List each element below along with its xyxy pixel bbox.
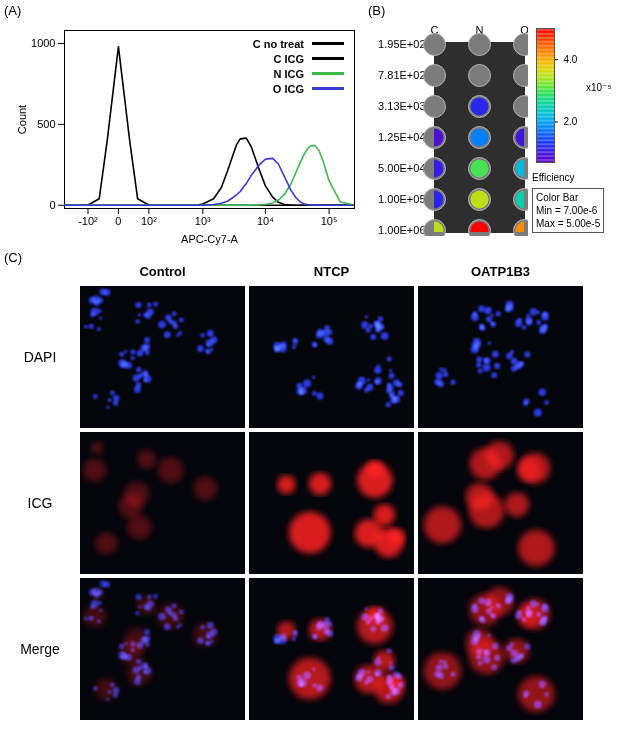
svg-text:-10²: -10² <box>78 215 98 227</box>
svg-text:1.00E+05: 1.00E+05 <box>378 193 425 205</box>
html-text:N ICG: N ICG <box>273 67 304 80</box>
html-text:(B): (B) <box>368 3 386 18</box>
svg-text:10⁴: 10⁴ <box>257 215 274 227</box>
html-text:Color Bar: Color Bar <box>536 192 579 203</box>
svg-text:C: C <box>430 23 439 36</box>
svg-text:Control: Control <box>139 264 185 279</box>
svg-text:4.0: 4.0 <box>564 54 578 65</box>
svg-text:0: 0 <box>49 199 55 211</box>
svg-text:10²: 10² <box>141 215 157 227</box>
svg-text:OATP1B3: OATP1B3 <box>471 264 530 279</box>
svg-text:Count: Count <box>16 105 28 134</box>
svg-text:O: O <box>520 23 529 36</box>
svg-text:500: 500 <box>37 118 55 130</box>
html-text:Min = 7.00e-6: Min = 7.00e-6 <box>536 205 598 216</box>
svg-text:3.13E+03: 3.13E+03 <box>378 100 425 112</box>
html-text:(C): (C) <box>4 250 22 265</box>
svg-text:N: N <box>475 23 484 36</box>
html-text:C ICG: C ICG <box>273 52 304 65</box>
svg-text:2.0: 2.0 <box>564 116 578 127</box>
html-text:O ICG: O ICG <box>272 82 304 95</box>
html-text:(A): (A) <box>4 3 22 18</box>
svg-text:0: 0 <box>115 215 121 227</box>
html-text:x10⁻⁵: x10⁻⁵ <box>586 82 612 93</box>
svg-text:Merge: Merge <box>20 641 60 657</box>
svg-text:ICG: ICG <box>28 495 53 511</box>
svg-text:10³: 10³ <box>195 215 211 227</box>
svg-text:1.25E+04: 1.25E+04 <box>378 131 425 143</box>
svg-text:7.81E+02: 7.81E+02 <box>378 69 425 81</box>
svg-text:NTCP: NTCP <box>314 264 350 279</box>
svg-text:1.00E+06: 1.00E+06 <box>378 224 425 236</box>
svg-text:10⁵: 10⁵ <box>321 215 338 227</box>
html-text:Efficiency: Efficiency <box>532 172 575 183</box>
svg-text:APC-Cy7-A: APC-Cy7-A <box>181 233 239 245</box>
svg-text:5.00E+04: 5.00E+04 <box>378 162 425 174</box>
svg-text:1.95E+02: 1.95E+02 <box>378 38 425 50</box>
html-text:Max = 5.00e-5: Max = 5.00e-5 <box>536 218 601 229</box>
svg-text:1000: 1000 <box>31 37 55 49</box>
html-text:C no treat: C no treat <box>252 37 304 50</box>
svg-text:DAPI: DAPI <box>24 349 57 365</box>
